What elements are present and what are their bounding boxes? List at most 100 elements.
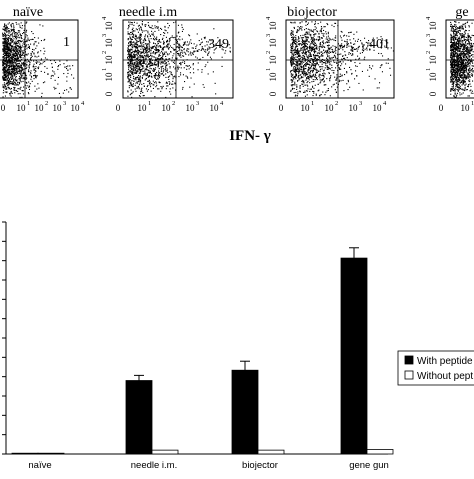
flow-event-dot (325, 65, 326, 66)
flow-event-dot (450, 94, 451, 95)
flow-event-dot (311, 49, 312, 50)
flow-event-dot (367, 43, 368, 44)
flow-event-dot (169, 43, 170, 44)
flow-event-dot (173, 37, 174, 38)
flow-event-dot (318, 52, 319, 53)
flow-event-dot (329, 40, 330, 41)
flow-event-dot (14, 31, 15, 32)
flow-event-dot (42, 25, 43, 26)
flow-event-dot (12, 32, 13, 33)
flow-event-dot (328, 90, 329, 91)
flow-event-dot (367, 70, 368, 71)
flow-event-dot (162, 39, 163, 40)
flow-event-dot (19, 67, 20, 68)
flow-event-dot (141, 38, 142, 39)
flow-event-dot (34, 70, 35, 71)
flow-event-dot (3, 69, 4, 70)
flow-event-dot (155, 47, 156, 48)
flow-event-dot (315, 85, 316, 86)
flow-event-dot (162, 73, 163, 74)
flow-plot-frame (0, 20, 78, 98)
flow-event-dot (28, 82, 29, 83)
flow-event-dot (462, 61, 463, 62)
flow-event-dot (155, 50, 156, 51)
flow-event-dot (190, 53, 191, 54)
flow-event-dot (344, 58, 345, 59)
flow-event-dot (222, 66, 223, 67)
flow-event-dot (9, 38, 10, 39)
flow-event-dot (292, 74, 293, 75)
flow-event-dot (305, 50, 306, 51)
flow-event-dot (2, 84, 3, 85)
flow-event-dot (291, 49, 292, 50)
flow-event-dot (35, 48, 36, 49)
flow-event-dot (183, 29, 184, 30)
flow-event-dot (150, 61, 151, 62)
flow-event-dot (369, 76, 370, 77)
flow-event-dot (27, 59, 28, 60)
flow-event-dot (304, 41, 305, 42)
flow-event-dot (160, 58, 161, 59)
flow-event-dot (14, 92, 15, 93)
flow-event-dot (153, 68, 154, 69)
flow-event-dot (458, 90, 459, 91)
flow-event-dot (19, 76, 20, 77)
flow-event-dot (468, 73, 469, 74)
flow-event-dot (192, 52, 193, 53)
flow-event-dot (5, 60, 6, 61)
flow-event-dot (128, 28, 129, 29)
flow-event-dot (161, 29, 162, 30)
flow-event-dot (133, 78, 134, 79)
flow-event-dot (136, 44, 137, 45)
flow-event-dot (188, 54, 189, 55)
flow-event-dot (332, 39, 333, 40)
flow-event-dot (339, 80, 340, 81)
flow-event-dot (8, 56, 9, 57)
flow-event-dot (133, 69, 134, 70)
flow-event-dot (291, 30, 292, 31)
flow-event-dot (313, 41, 314, 42)
flow-event-dot (143, 63, 144, 64)
flow-event-dot (131, 73, 132, 74)
flow-event-dot (149, 72, 150, 73)
flow-event-dot (205, 64, 206, 65)
flow-event-dot (310, 73, 311, 74)
flow-event-dot (142, 92, 143, 93)
flow-event-dot (30, 39, 31, 40)
flow-event-dot (139, 78, 140, 79)
flow-event-dot (360, 40, 361, 41)
flow-event-dot (297, 52, 298, 53)
flow-event-dot (141, 64, 142, 65)
flow-event-dot (28, 71, 29, 72)
flow-event-dot (320, 44, 321, 45)
flow-event-dot (9, 73, 10, 74)
flow-event-dot (290, 91, 291, 92)
flow-event-dot (146, 88, 147, 89)
flow-event-dot (130, 94, 131, 95)
flow-event-dot (138, 87, 139, 88)
flow-event-dot (21, 64, 22, 65)
flow-event-dot (457, 35, 458, 36)
flow-event-dot (463, 24, 464, 25)
flow-event-dot (135, 46, 136, 47)
flow-event-dot (26, 64, 27, 65)
flow-event-dot (3, 68, 4, 69)
flow-event-dot (471, 73, 472, 74)
flow-event-dot (169, 38, 170, 39)
flow-event-dot (16, 38, 17, 39)
flow-event-dot (24, 69, 25, 70)
flow-event-dot (7, 51, 8, 52)
flow-event-dot (143, 44, 144, 45)
flow-event-dot (350, 69, 351, 70)
flow-event-dot (155, 54, 156, 55)
flow-event-dot (135, 91, 136, 92)
flow-event-dot (155, 53, 156, 54)
flow-event-dot (321, 55, 322, 56)
flow-event-dot (161, 66, 162, 67)
flow-event-dot (342, 47, 343, 48)
flow-event-dot (9, 88, 10, 89)
flow-event-dot (303, 81, 304, 82)
flow-event-dot (164, 33, 165, 34)
flow-event-dot (19, 63, 20, 64)
flow-event-dot (162, 49, 163, 50)
